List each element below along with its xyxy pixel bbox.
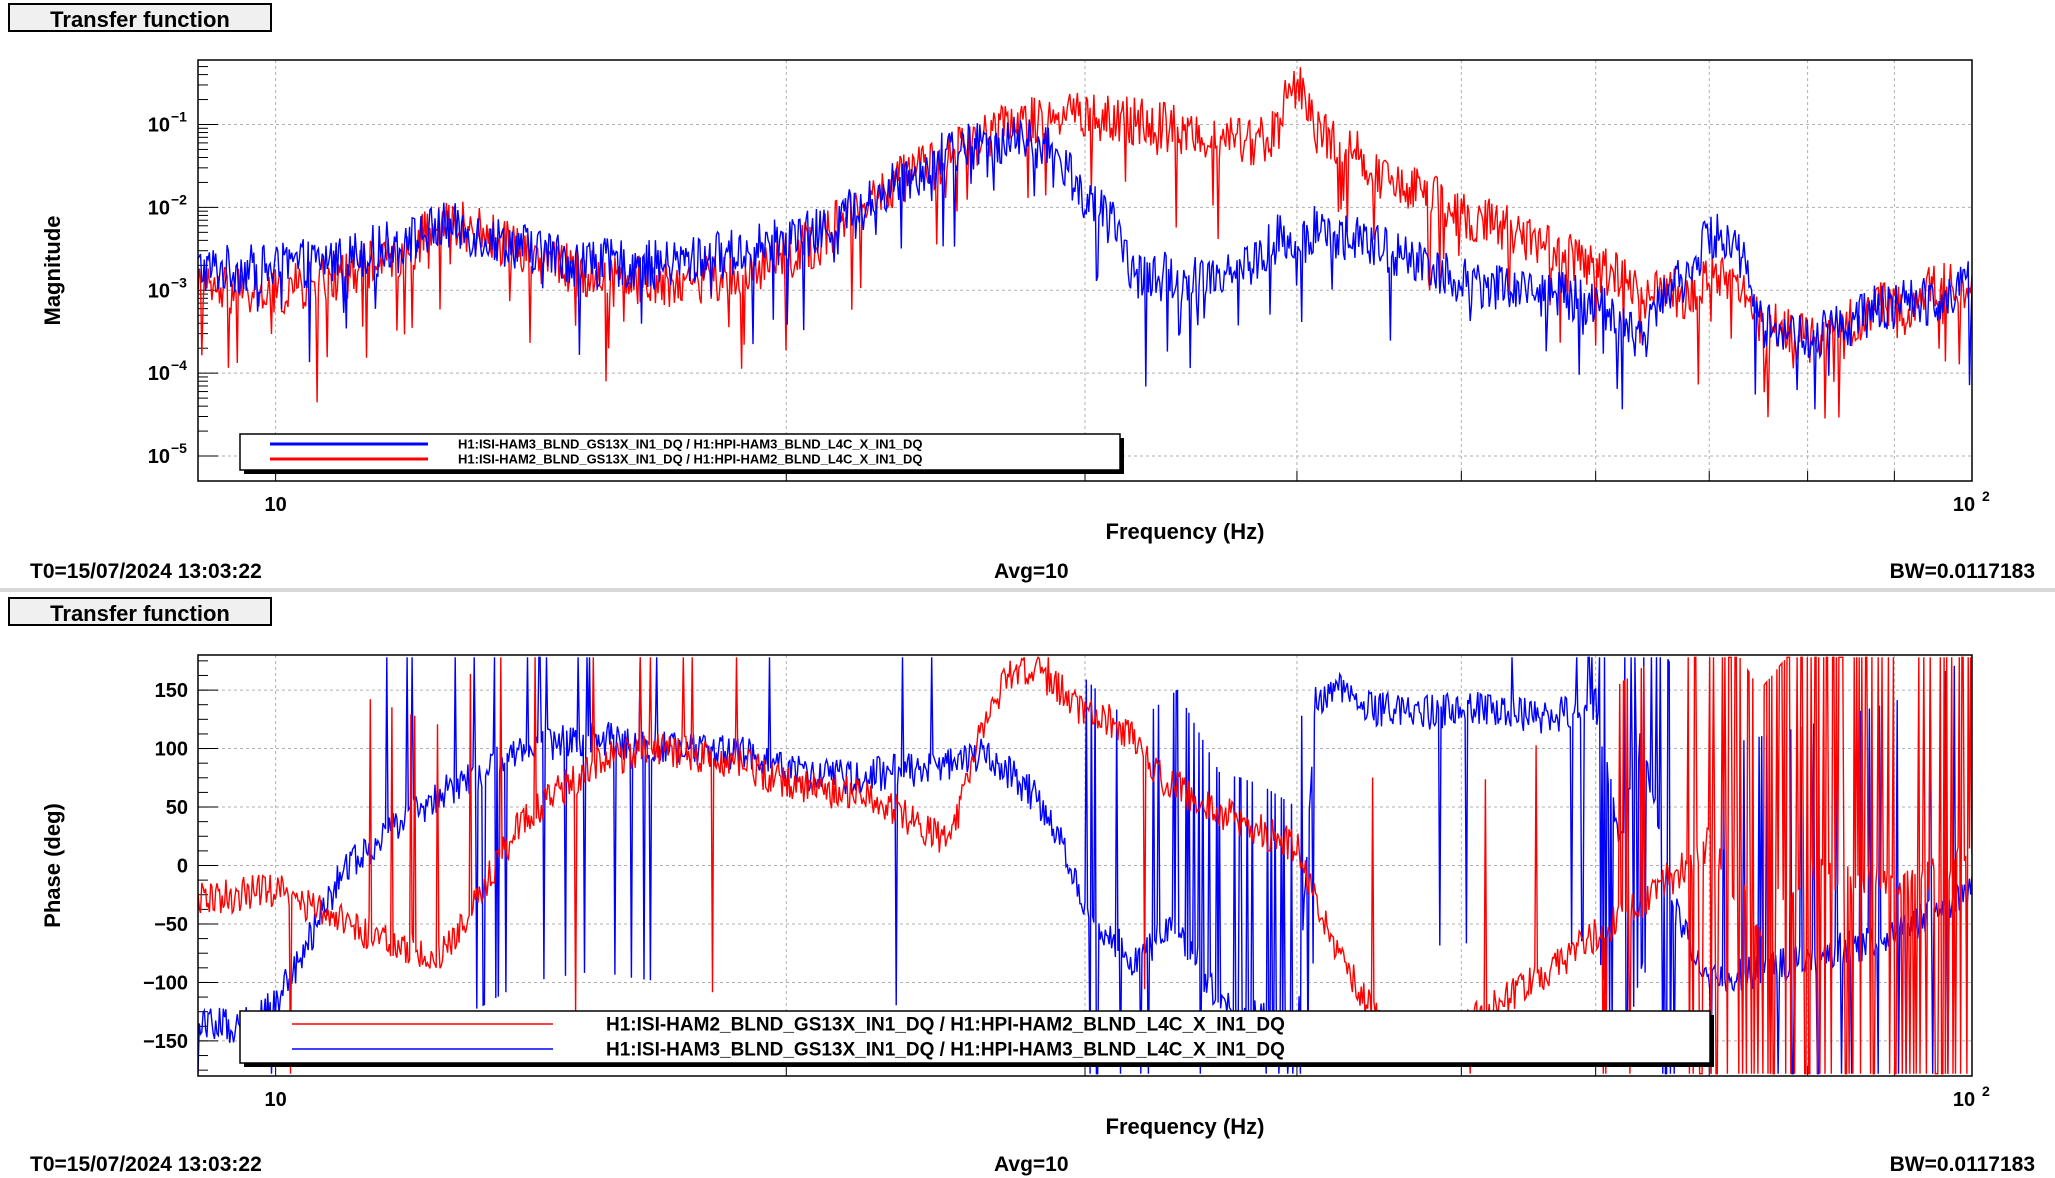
phase-panel: Transfer function 10 10 2 150 100 50 0 −50 −100 −… bbox=[0, 594, 2055, 1178]
avg-label-top: Avg=10 bbox=[994, 560, 1069, 583]
x-tick-exponent: 2 bbox=[1982, 1083, 1990, 1099]
y-axis-label: Phase (deg) bbox=[40, 803, 65, 928]
avg-label-bottom: Avg=10 bbox=[994, 1153, 1069, 1176]
series-line bbox=[198, 656, 1972, 1075]
y-tick-label: 10 bbox=[148, 446, 170, 468]
x-tick-label: 10 bbox=[264, 494, 286, 516]
plot-frame bbox=[197, 654, 1973, 1077]
bw-label-bottom: BW=0.0117183 bbox=[1889, 1153, 2035, 1176]
phase-chart: 10 10 2 150 100 50 0 −50 −100 −150 Frequency (Hz) P… bbox=[40, 654, 1990, 1139]
y-tick-exponent: −1 bbox=[171, 108, 187, 124]
y-tick-exponent: −5 bbox=[171, 440, 187, 456]
x-tick-label: 10 bbox=[1953, 1089, 1975, 1111]
tab-transfer-function-bottom[interactable]: Transfer function bbox=[8, 597, 272, 626]
legend-label: H1:ISI-HAM2_BLND_GS13X_IN1_DQ / H1:HPI-H… bbox=[458, 452, 923, 467]
legend-box bbox=[239, 433, 1121, 471]
y-tick-label: 50 bbox=[166, 797, 188, 819]
y-tick-label: 10 bbox=[148, 114, 170, 136]
y-tick-exponent: −3 bbox=[171, 274, 187, 290]
x-axis-label: Frequency (Hz) bbox=[1106, 519, 1265, 544]
tab-transfer-function-top[interactable]: Transfer function bbox=[8, 3, 272, 32]
t0-label-bottom: T0=15/07/2024 13:03:22 bbox=[30, 1153, 262, 1176]
x-tick-label: 10 bbox=[264, 1089, 286, 1111]
y-tick-label: −150 bbox=[143, 1031, 188, 1053]
y-tick-label: −100 bbox=[143, 972, 188, 994]
x-tick-exponent: 2 bbox=[1982, 488, 1990, 504]
series-line bbox=[198, 656, 1972, 1075]
bw-label-top: BW=0.0117183 bbox=[1889, 560, 2035, 583]
y-tick-label: 150 bbox=[155, 680, 188, 702]
magnitude-panel: Transfer function 10 10 2 10 −1 10 −2 10 −3 10 −4 1… bbox=[0, 0, 2055, 588]
y-tick-label: 10 bbox=[148, 280, 170, 302]
panel-divider bbox=[0, 588, 2055, 592]
series-line bbox=[198, 116, 1972, 410]
y-tick-label: 10 bbox=[148, 197, 170, 219]
y-tick-label: 100 bbox=[155, 739, 188, 761]
legend-label: H1:ISI-HAM2_BLND_GS13X_IN1_DQ / H1:HPI-H… bbox=[606, 1015, 1285, 1036]
t0-label-top: T0=15/07/2024 13:03:22 bbox=[30, 560, 262, 583]
x-axis-label: Frequency (Hz) bbox=[1106, 1114, 1265, 1139]
y-tick-exponent: −2 bbox=[171, 191, 187, 207]
plot-frame bbox=[197, 59, 1973, 482]
y-tick-label: 0 bbox=[177, 856, 188, 878]
y-tick-exponent: −4 bbox=[171, 357, 187, 373]
legend-box bbox=[239, 1010, 1711, 1064]
y-tick-label: 10 bbox=[148, 363, 170, 385]
y-tick-label: −50 bbox=[154, 914, 188, 936]
legend-label: H1:ISI-HAM3_BLND_GS13X_IN1_DQ / H1:HPI-H… bbox=[606, 1040, 1285, 1061]
y-axis-label: Magnitude bbox=[40, 216, 65, 326]
x-tick-label: 10 bbox=[1953, 494, 1975, 516]
legend-label: H1:ISI-HAM3_BLND_GS13X_IN1_DQ / H1:HPI-H… bbox=[458, 437, 923, 452]
